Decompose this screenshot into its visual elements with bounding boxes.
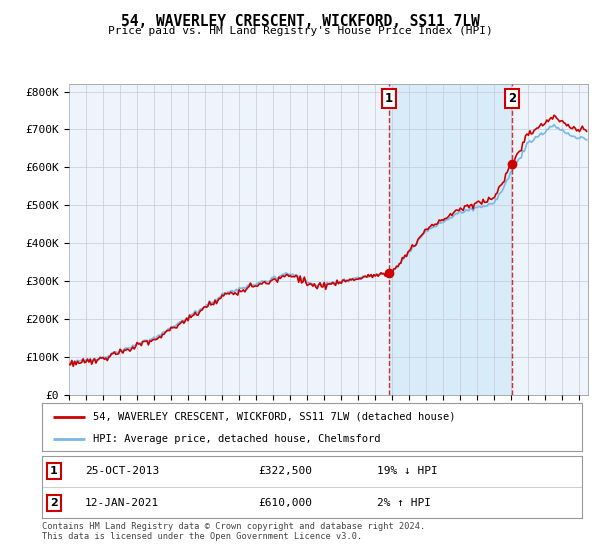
Text: £610,000: £610,000 bbox=[258, 498, 312, 508]
Text: 12-JAN-2021: 12-JAN-2021 bbox=[85, 498, 160, 508]
Text: 2: 2 bbox=[508, 92, 516, 105]
Text: £322,500: £322,500 bbox=[258, 466, 312, 476]
Text: HPI: Average price, detached house, Chelmsford: HPI: Average price, detached house, Chel… bbox=[94, 434, 381, 444]
Text: 19% ↓ HPI: 19% ↓ HPI bbox=[377, 466, 437, 476]
Text: 54, WAVERLEY CRESCENT, WICKFORD, SS11 7LW (detached house): 54, WAVERLEY CRESCENT, WICKFORD, SS11 7L… bbox=[94, 412, 456, 422]
Text: 2: 2 bbox=[50, 498, 58, 508]
Bar bbox=[389, 84, 512, 395]
Text: Price paid vs. HM Land Registry's House Price Index (HPI): Price paid vs. HM Land Registry's House … bbox=[107, 26, 493, 36]
Text: 1: 1 bbox=[50, 466, 58, 476]
Text: 1: 1 bbox=[385, 92, 393, 105]
Text: Contains HM Land Registry data © Crown copyright and database right 2024.
This d: Contains HM Land Registry data © Crown c… bbox=[42, 522, 425, 542]
Text: 2% ↑ HPI: 2% ↑ HPI bbox=[377, 498, 431, 508]
Text: 54, WAVERLEY CRESCENT, WICKFORD, SS11 7LW: 54, WAVERLEY CRESCENT, WICKFORD, SS11 7L… bbox=[121, 14, 479, 29]
Text: 25-OCT-2013: 25-OCT-2013 bbox=[85, 466, 160, 476]
